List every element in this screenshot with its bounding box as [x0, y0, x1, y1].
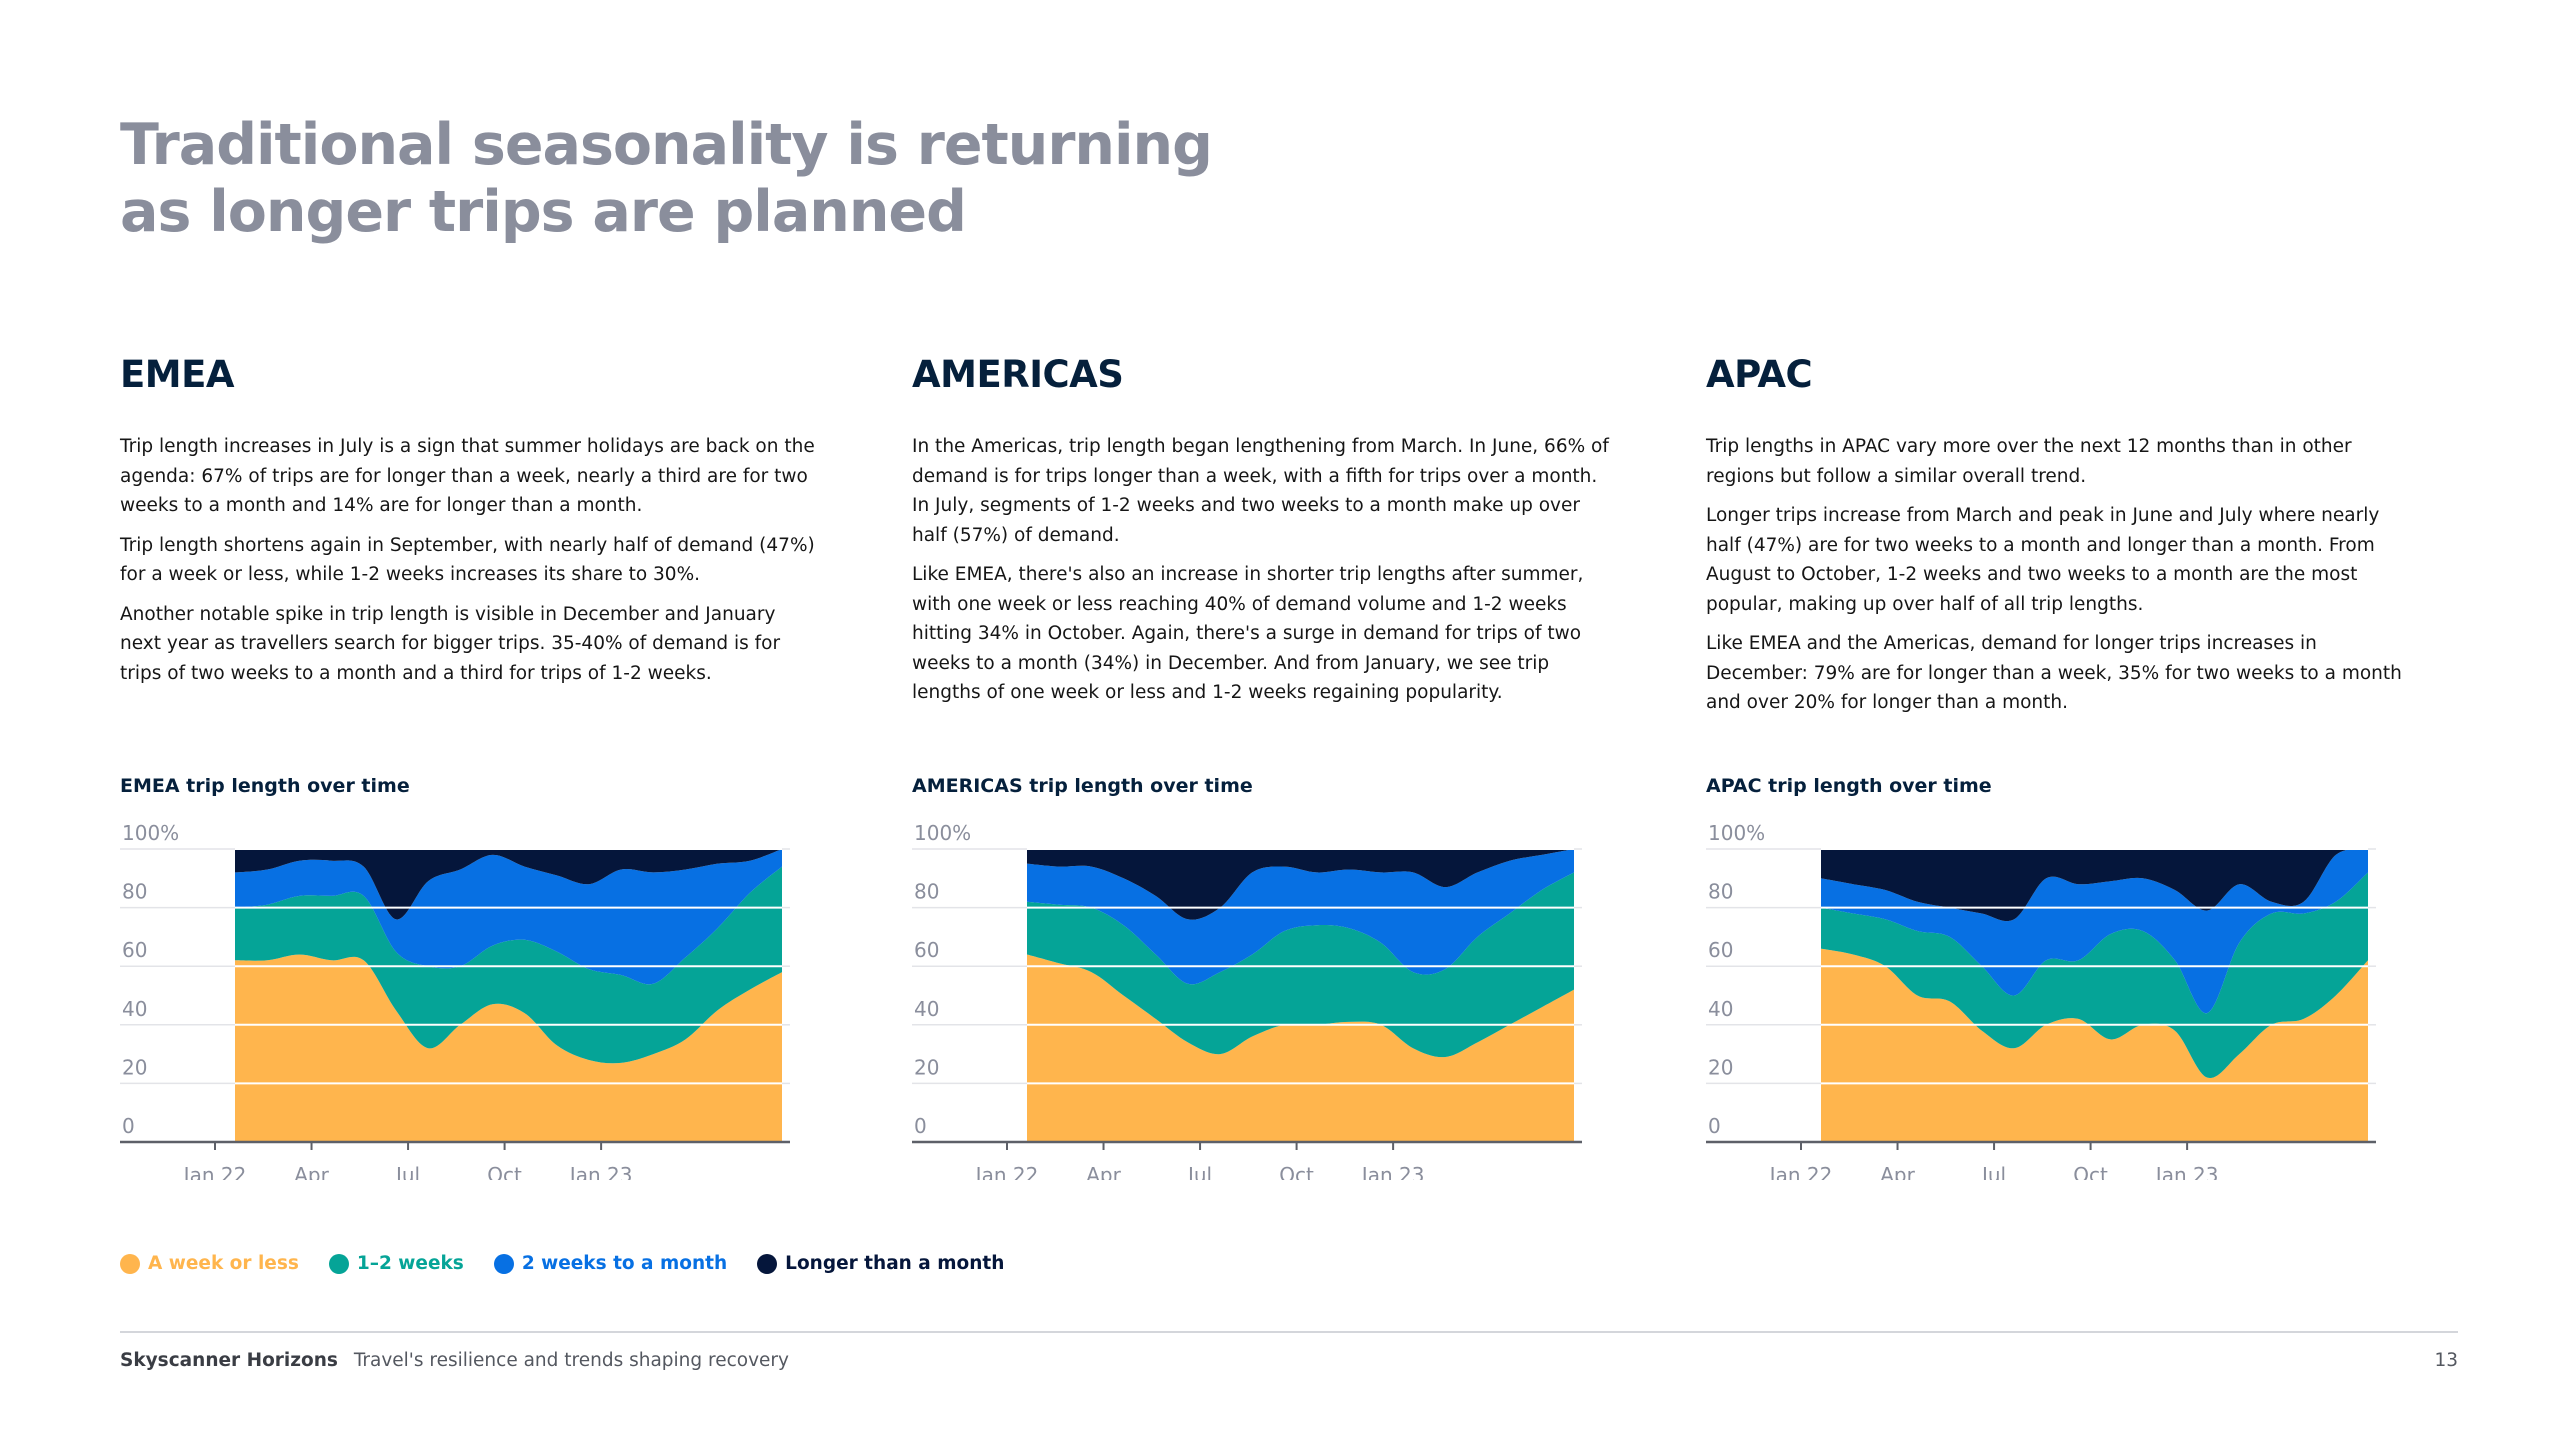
legend-item-week-or-less: A week or less: [120, 1253, 299, 1274]
paragraph: Trip length shortens again in September,…: [120, 534, 815, 586]
footer-tagline: Travel's resilience and trends shaping r…: [353, 1350, 789, 1371]
x-tick-label: Apr: [1880, 1163, 1915, 1180]
y-tick-label: 100%: [1708, 821, 1765, 845]
area-series-1: [235, 866, 782, 1064]
legend-swatch: [120, 1253, 140, 1274]
region-column-emea: EMEA Trip length increases in July is a …: [120, 350, 820, 1180]
area-series-2: [1821, 848, 2368, 1014]
paragraph: Trip lengths in APAC vary more over the …: [1706, 436, 2352, 487]
footer-brand: Skyscanner Horizons: [120, 1350, 338, 1371]
y-tick-label: 60: [914, 938, 939, 962]
x-tick-label: Apr: [1086, 1163, 1121, 1180]
headline-line-2: as longer trips are planned: [120, 179, 967, 245]
legend-label: 2 weeks to a month: [521, 1253, 728, 1274]
x-tick-label: Jan 23: [1360, 1163, 1425, 1180]
y-tick-label: 60: [1708, 938, 1733, 962]
area-series-3: [235, 849, 782, 920]
y-tick-label: 0: [1708, 1114, 1721, 1138]
y-tick-label: 0: [914, 1114, 927, 1138]
legend-item-2-weeks-to-month: 2 weeks to a month: [493, 1253, 728, 1274]
area-series-0: [1821, 948, 2368, 1142]
legend-item-longer-than-month: Longer than a month: [757, 1253, 1004, 1274]
legend-swatch: [493, 1253, 514, 1274]
y-tick-label: 40: [914, 997, 939, 1021]
region-description: Trip length increases in July is a sign …: [120, 432, 820, 698]
legend-item-1-2-weeks: 1–2 weeks: [328, 1253, 464, 1274]
apac-area-chart: 0 20 40 60 80 100% Jan 22 Apr Jul Oct Jan 23: [1706, 821, 2376, 1180]
legend-label: Longer than a month: [785, 1253, 1005, 1274]
x-tick-label: Jul: [1186, 1163, 1212, 1180]
headline-line-1: Traditional seasonality is returning: [120, 112, 1213, 178]
paragraph: In the Americas, trip length began lengt…: [912, 436, 1609, 546]
x-tick-label: Jul: [394, 1163, 420, 1180]
legend-swatch: [328, 1253, 349, 1274]
legend-label: A week or less: [148, 1253, 299, 1274]
y-tick-label: 40: [1708, 997, 1733, 1021]
area-series-1: [1027, 872, 1574, 1058]
region-description: Trip lengths in APAC vary more over the …: [1706, 432, 2406, 728]
legend-swatch: [757, 1253, 778, 1274]
chart-title: AMERICAS trip length over time: [912, 775, 1253, 797]
x-tick-label: Jan 22: [1768, 1163, 1833, 1180]
region-title: APAC: [1706, 353, 1813, 396]
area-series-2: [235, 849, 782, 985]
y-tick-label: 20: [1708, 1055, 1733, 1079]
chart-title: EMEA trip length over time: [120, 775, 410, 797]
footer-divider: [120, 1331, 2458, 1333]
y-tick-label: 60: [122, 938, 147, 962]
x-tick-label: Jul: [1980, 1163, 2006, 1180]
y-tick-label: 80: [1708, 880, 1733, 904]
paragraph: Trip length increases in July is a sign …: [120, 436, 815, 516]
area-series-0: [1027, 954, 1574, 1142]
area-series-0: [235, 954, 782, 1142]
area-series-1: [1821, 872, 2368, 1079]
area-series-3: [1027, 849, 1574, 920]
paragraph: Longer trips increase from March and pea…: [1706, 505, 2380, 615]
page-number: 13: [2434, 1350, 2458, 1371]
emea-area-chart: 0 20 40 60 80 100% Jan 22 Apr Jul Oct Jan 23: [120, 821, 790, 1180]
x-tick-label: Jan 23: [568, 1163, 633, 1180]
y-tick-label: 40: [122, 997, 147, 1021]
region-title: AMERICAS: [912, 353, 1124, 396]
y-tick-label: 20: [914, 1055, 939, 1079]
footer: Skyscanner Horizons Travel's resilience …: [120, 1350, 789, 1371]
paragraph: Like EMEA and the Americas, demand for l…: [1706, 633, 2402, 713]
legend-label: 1–2 weeks: [356, 1253, 464, 1274]
region-column-americas: AMERICAS In the Americas, trip length be…: [912, 350, 1612, 1180]
region-column-apac: APAC Trip lengths in APAC vary more over…: [1706, 350, 2406, 1180]
paragraph: Like EMEA, there's also an increase in s…: [912, 564, 1584, 703]
y-tick-label: 100%: [914, 821, 971, 845]
americas-area-chart: 0 20 40 60 80 100% Jan 22 Apr Jul Oct Jan 23: [912, 821, 1582, 1180]
chart-legend: A week or less 1–2 weeks 2 weeks to a mo…: [120, 1253, 1004, 1274]
y-tick-label: 80: [122, 880, 147, 904]
area-series-2: [1027, 849, 1574, 985]
x-tick-label: Oct: [2073, 1163, 2108, 1180]
region-title: EMEA: [120, 353, 235, 396]
y-tick-label: 100%: [122, 821, 179, 845]
x-tick-label: Jan 22: [182, 1163, 247, 1180]
region-description: In the Americas, trip length began lengt…: [912, 432, 1612, 718]
chart-title: APAC trip length over time: [1706, 775, 1992, 797]
y-tick-label: 0: [122, 1114, 135, 1138]
x-tick-label: Oct: [1279, 1163, 1314, 1180]
x-tick-label: Apr: [294, 1163, 329, 1180]
x-tick-label: Jan 22: [974, 1163, 1039, 1180]
area-series-3: [1821, 848, 2368, 922]
x-tick-label: Jan 23: [2154, 1163, 2219, 1180]
page-headline: Traditional seasonality is returning as …: [120, 112, 1220, 246]
y-tick-label: 20: [122, 1055, 147, 1079]
y-tick-label: 80: [914, 880, 939, 904]
x-tick-label: Oct: [487, 1163, 522, 1180]
paragraph: Another notable spike in trip length is …: [120, 603, 781, 684]
